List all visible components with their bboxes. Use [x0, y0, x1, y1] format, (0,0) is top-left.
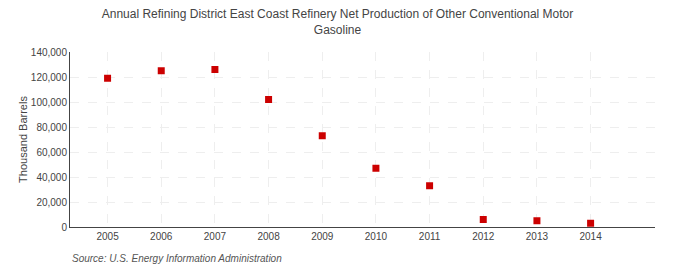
svg-text:20,000: 20,000	[36, 197, 67, 208]
svg-text:2005: 2005	[96, 231, 119, 242]
svg-text:Annual Refining District East: Annual Refining District East Coast Refi…	[102, 7, 574, 37]
svg-text:2006: 2006	[150, 231, 173, 242]
svg-text:Thousand Barrels: Thousand Barrels	[17, 96, 29, 183]
svg-text:2008: 2008	[257, 231, 280, 242]
svg-text:2012: 2012	[472, 231, 495, 242]
svg-text:2010: 2010	[365, 231, 388, 242]
svg-text:2007: 2007	[204, 231, 227, 242]
svg-text:60,000: 60,000	[36, 147, 67, 158]
svg-text:80,000: 80,000	[36, 122, 67, 133]
svg-text:2009: 2009	[311, 231, 334, 242]
svg-text:140,000: 140,000	[31, 47, 68, 58]
svg-text:2014: 2014	[579, 231, 602, 242]
svg-text:120,000: 120,000	[31, 72, 68, 83]
svg-text:0: 0	[61, 222, 67, 233]
svg-text:100,000: 100,000	[31, 97, 68, 108]
svg-text:40,000: 40,000	[36, 172, 67, 183]
svg-text:2013: 2013	[526, 231, 549, 242]
svg-text:Source: U.S. Energy Informatio: Source: U.S. Energy Information Administ…	[72, 253, 282, 264]
svg-text:2011: 2011	[419, 231, 441, 242]
